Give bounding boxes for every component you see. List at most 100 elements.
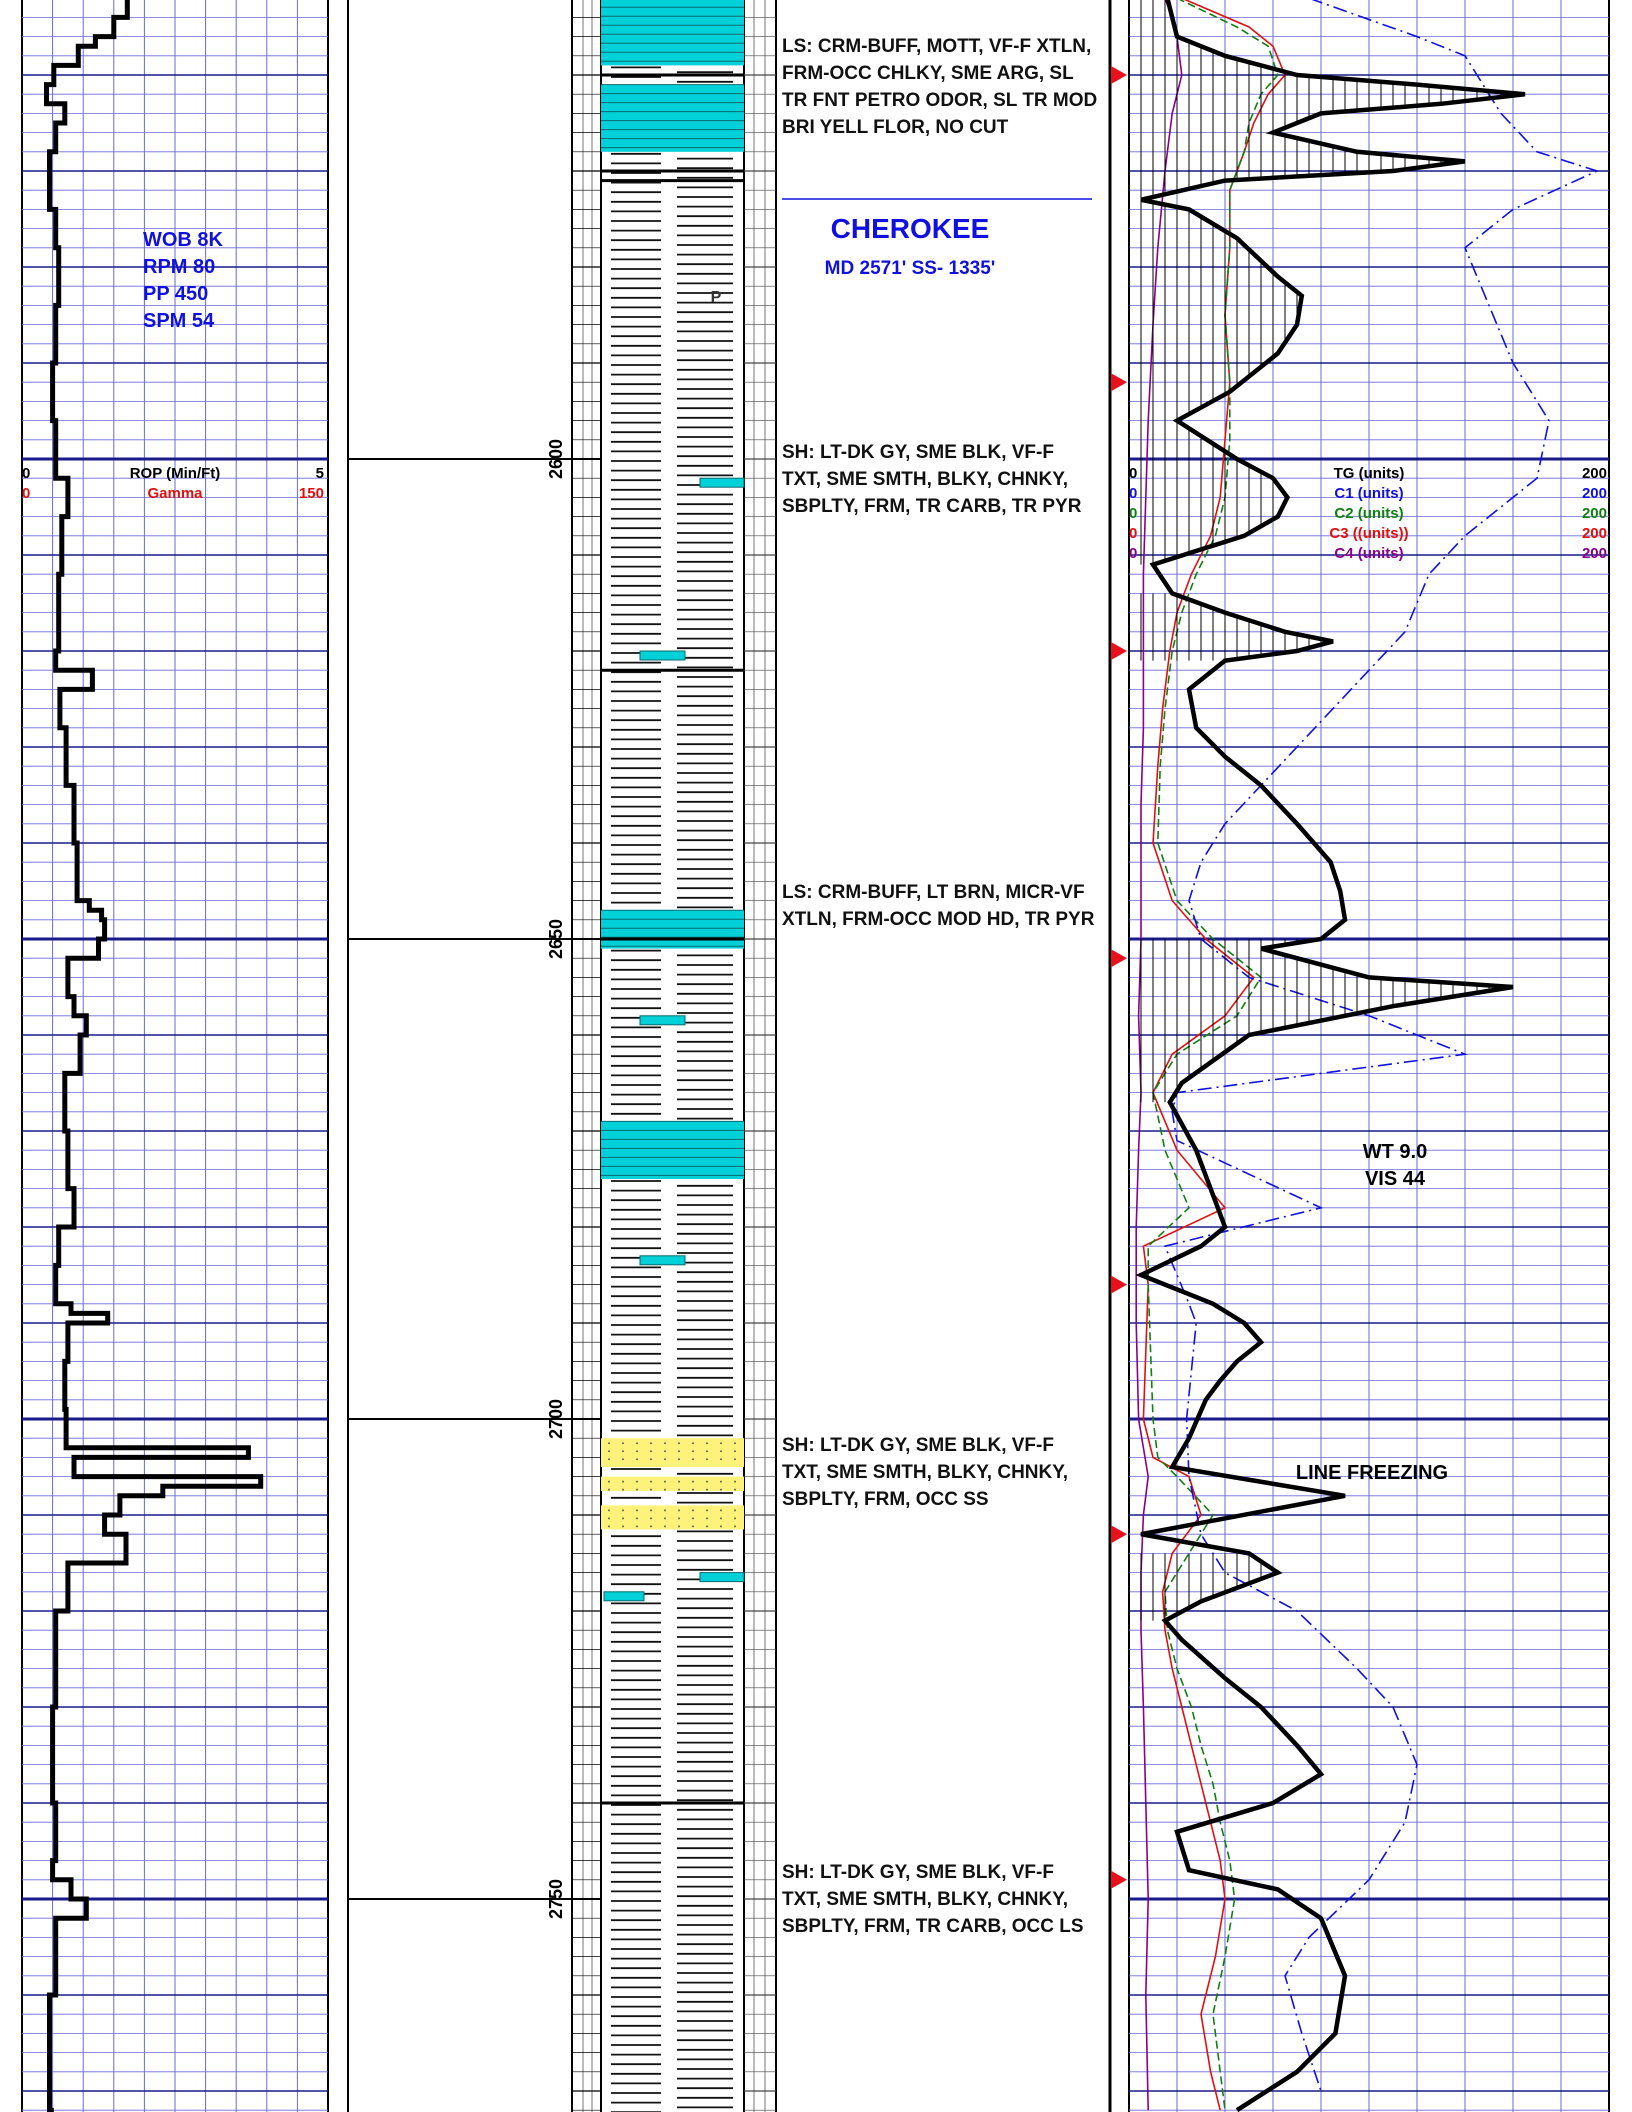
sand-dot — [678, 1525, 680, 1528]
gamma-max-label: 150 — [299, 485, 324, 502]
sand-dot — [678, 1480, 680, 1483]
sand-dot — [608, 1480, 610, 1483]
sand-dot — [734, 1509, 736, 1512]
c2-min: 0 — [1129, 505, 1137, 522]
c3-max: 200 — [1582, 525, 1607, 542]
depth-label: 2650 — [546, 919, 566, 959]
sand-dot — [608, 1442, 610, 1445]
c1-min: 0 — [1129, 485, 1137, 502]
sand-dot — [608, 1509, 610, 1512]
sand-dot — [734, 1458, 736, 1461]
wob-label: WOB 8K — [143, 229, 224, 251]
sand-dot — [636, 1458, 638, 1461]
lithology-descriptions: LS: CRM-BUFF, MOTT, VF-F XTLN, FRM-OCC CH… — [782, 36, 1097, 1937]
sample-marker — [1111, 373, 1127, 392]
formation-name: CHEROKEE — [831, 213, 990, 244]
sand-dot — [664, 1458, 666, 1461]
sand-dot — [650, 1458, 652, 1461]
pp-label: PP 450 — [143, 283, 208, 305]
gamma-title: Gamma — [147, 485, 203, 502]
sand-dot — [636, 1480, 638, 1483]
tg-show-hatch — [1129, 0, 1525, 210]
sand-dot — [720, 1450, 722, 1453]
curve-rop-min-ft — [44, 0, 264, 2112]
sand-dot — [706, 1517, 708, 1520]
sand-dot — [622, 1458, 624, 1461]
sand-dot — [636, 1525, 638, 1528]
spm-label: SPM 54 — [143, 310, 215, 332]
limestone-stringer — [699, 1572, 745, 1583]
sand-dot — [622, 1509, 624, 1512]
description-line: SBPLTY, FRM, TR CARB, OCC LS — [782, 1916, 1084, 1937]
sand-dot — [706, 1442, 708, 1445]
sand-dot — [734, 1442, 736, 1445]
sand-dot — [678, 1517, 680, 1520]
sand-dot — [678, 1488, 680, 1491]
rpm-label: RPM 80 — [143, 256, 215, 278]
rop-title: ROP (Min/Ft) — [130, 465, 221, 482]
limestone-stringer — [603, 1591, 645, 1602]
curve-c1-units — [1163, 0, 1600, 2092]
mud-weight-note: WT 9.0 — [1363, 1141, 1427, 1163]
sand-dot — [692, 1450, 694, 1453]
sand-dot — [650, 1525, 652, 1528]
description-line: TXT, SME SMTH, BLKY, CHNKY, — [782, 1462, 1068, 1483]
labels-layer: 0 ROP (Min/Ft) 5 0 Gamma 150 WOB 8K RPM … — [22, 198, 1607, 1484]
sand-dot — [692, 1488, 694, 1491]
sand-dot — [636, 1517, 638, 1520]
sand-dot — [622, 1442, 624, 1445]
rop-track-grid — [21, 0, 329, 2112]
line-freezing-note: LINE FREEZING — [1296, 1462, 1448, 1484]
sand-dot — [706, 1488, 708, 1491]
sample-marker — [1111, 642, 1127, 660]
sand-dot — [664, 1450, 666, 1453]
sand-dot — [720, 1525, 722, 1528]
rop-min-label: 0 — [22, 465, 30, 482]
sand-dot — [678, 1442, 680, 1445]
tg-show-hatch — [1129, 593, 1333, 661]
description-line: SH: LT-DK GY, SME BLK, VF-F — [782, 1862, 1054, 1883]
c1-legend-label: C1 (units) — [1334, 485, 1403, 502]
tg-min: 0 — [1129, 465, 1137, 482]
sand-dot — [650, 1517, 652, 1520]
sand-dot — [622, 1525, 624, 1528]
gamma-min-label: 0 — [22, 485, 30, 502]
sand-dot — [720, 1442, 722, 1445]
sand-dot — [636, 1509, 638, 1512]
sample-marker — [1111, 1525, 1127, 1544]
sand-dot — [608, 1450, 610, 1453]
sand-dot — [664, 1517, 666, 1520]
description-line: BRI YELL FLOR, NO CUT — [782, 117, 1009, 138]
description-line: SH: LT-DK GY, SME BLK, VF-F — [782, 442, 1054, 463]
tg-show-hatch — [1129, 939, 1513, 1103]
sand-dot — [650, 1480, 652, 1483]
rop-max-label: 5 — [316, 465, 324, 482]
sand-dot — [706, 1525, 708, 1528]
sandstone-band — [601, 1476, 744, 1491]
description-line: TXT, SME SMTH, BLKY, CHNKY, — [782, 1889, 1068, 1910]
description-line: TR FNT PETRO ODOR, SL TR MOD — [782, 90, 1097, 111]
limestone-band — [601, 910, 744, 949]
sand-dot — [664, 1509, 666, 1512]
sand-dot — [720, 1458, 722, 1461]
description-line: SBPLTY, FRM, TR CARB, TR PYR — [782, 496, 1082, 517]
limestone-band — [601, 1121, 744, 1179]
sand-dot — [692, 1480, 694, 1483]
sandstone-band — [601, 1505, 744, 1530]
limestone-stringer — [639, 1255, 686, 1266]
depth-label: 2600 — [546, 439, 566, 479]
sample-marker — [1111, 1275, 1127, 1294]
c1-max: 200 — [1582, 485, 1607, 502]
depth-lithology-track: 2600 2650 2700 2750 — [347, 0, 777, 2112]
description-line: LS: CRM-BUFF, LT BRN, MICR-VF — [782, 882, 1085, 903]
sand-dot — [734, 1517, 736, 1520]
formation-tops: MD 2571' SS- 1335' — [825, 258, 996, 279]
curve-c3-units — [1142, 0, 1286, 2111]
sand-dot — [664, 1480, 666, 1483]
sand-dot — [636, 1488, 638, 1491]
sand-dot — [664, 1442, 666, 1445]
sample-marker — [1111, 949, 1127, 968]
sand-dot — [650, 1488, 652, 1491]
sand-dot — [650, 1442, 652, 1445]
sand-dot — [734, 1525, 736, 1528]
